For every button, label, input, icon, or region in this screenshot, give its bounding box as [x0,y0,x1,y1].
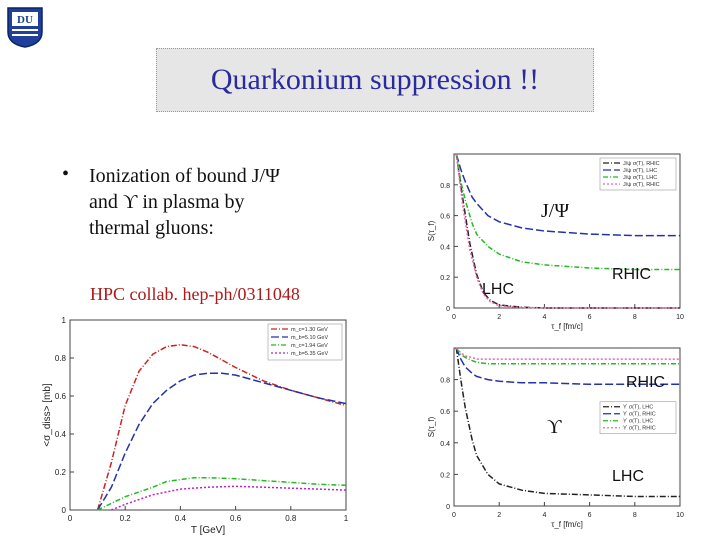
legend-box [599,401,677,435]
jpsi-survival-plot: 0 2 4 6 8 10 0 0.2 0.4 0.6 0.8 τ_f [fm/c] S(τ_f) J/ψ … [420,150,690,332]
series-line [455,347,680,386]
y-tick-label: 0.4 [55,430,67,439]
chart-svg: 0 2 4 6 8 10 0 0.2 0.4 0.6 0.8 τ_f [fm/c] S(τ_f) J/ψ … [427,153,684,331]
x-tick-label: 2 [497,314,501,321]
bullet-line: thermal gluons: [89,217,214,239]
legend-entry: J/ψ σ(T), RHIC [623,161,660,167]
y-tick-label: 0.2 [440,275,450,282]
x-axis-label: T [GeV] [191,525,225,536]
chart-svg: 0 2 4 6 8 10 0 0.2 0.4 0.6 0.8 τ_f [fm/c] S(τ_f) ϒ σ(… [427,347,684,529]
y-tick-label: 1 [62,316,67,325]
x-axis-label: τ_f [fm/c] [551,520,583,529]
x-tick-label: 4 [542,512,546,519]
y-axis-label: S(τ_f) [427,416,436,437]
x-tick-label: 10 [676,314,684,321]
jpsi-label: J/Ψ [541,200,570,222]
y-tick-label: 0 [446,504,450,511]
series-line [455,153,680,271]
y-tick-label: 0.2 [55,468,67,477]
university-logo: DU [6,6,44,48]
series-line [455,347,680,498]
bullet-line: Ionization of bound J/Ψ [89,165,280,187]
x-tick-label: 2 [497,512,501,519]
legend-entry: ϒ σ(T), RHIC [623,412,656,418]
bullet-line: and ϒ in plasma by [89,191,245,213]
x-axis-label: τ_f [fm/c] [551,322,583,331]
x-tick-label: 6 [588,314,592,321]
chart-svg: 0 0.2 0.4 0.6 0.8 1 0 0.2 0.4 0.6 0.8 1 T [GeV] <σ_di… [42,316,349,536]
y-tick-label: 0.8 [55,354,67,363]
legend-entry: m_c=1.30 GeV [291,327,328,333]
series-line [455,153,680,237]
lhc-label-top: LHC [482,281,515,298]
y-axis-label: S(τ_f) [427,220,436,241]
y-tick-label: 0.6 [440,409,450,416]
legend-entry: m_b=5.35 GeV [291,351,328,357]
x-tick-label: 0.2 [120,514,132,523]
x-tick-label: 0.8 [285,514,297,523]
bullet-text: Ionization of bound J/Ψ and ϒ in plasma … [89,163,389,241]
series-line [96,372,347,511]
slide-title: Quarkonium suppression !! [210,63,540,96]
legend-entry: m_b=5.10 GeV [291,335,328,341]
series-line [455,347,680,365]
y-tick-label: 0.4 [440,441,450,448]
citation: HPC collab. hep-ph/0311048 [90,284,300,304]
x-tick-label: 6 [588,512,592,519]
bullet-marker: • [62,163,70,185]
x-tick-label: 0 [68,514,73,523]
series-line [97,476,347,511]
legend-entry: ϒ σ(T), LHC [623,405,653,411]
y-tick-label: 0 [62,506,67,515]
lhc-label-bottom: LHC [612,468,645,485]
title-box: Quarkonium suppression !! [156,48,594,112]
x-tick-label: 0 [452,512,456,519]
x-tick-label: 0 [452,314,456,321]
legend-entry: ϒ σ(T), RHIC [623,426,656,432]
legend-entry: m_c=1.94 GeV [291,343,328,349]
upsilon-label: ϒ [547,416,562,438]
rhic-label-top: RHIC [612,266,652,283]
x-tick-label: 8 [633,314,637,321]
legend-entry: J/ψ σ(T), LHC [623,175,657,181]
series-line [455,153,680,309]
y-tick-label: 0.8 [440,183,450,190]
x-tick-label: 8 [633,512,637,519]
rhic-label-bottom: RHIC [626,374,666,391]
x-tick-label: 10 [676,512,684,519]
series-line [455,153,680,309]
y-tick-label: 0.2 [440,472,450,479]
y-tick-label: 0.8 [440,378,450,385]
legend-entry: J/ψ σ(T), LHC [623,168,657,174]
legend-box [599,157,677,191]
y-tick-label: 0 [446,306,450,313]
x-tick-label: 1 [344,514,349,523]
series-line [455,347,680,360]
legend-entry: ϒ σ(T), LHC [623,419,653,425]
x-tick-label: 0.4 [175,514,187,523]
x-tick-label: 4 [542,314,546,321]
legend-box [267,323,343,361]
y-tick-label: 0.6 [55,392,67,401]
y-tick-label: 0.4 [440,244,450,251]
logo-text: DU [17,14,33,26]
y-axis-label: <σ_diss> [mb] [42,383,53,447]
x-tick-label: 0.6 [230,514,242,523]
series-line [111,485,347,511]
legend-entry: J/ψ σ(T), RHIC [623,182,660,188]
cross-section-plot: 0 0.2 0.4 0.6 0.8 1 0 0.2 0.4 0.6 0.8 1 T [GeV] <σ_di… [40,314,352,536]
y-tick-label: 0.6 [440,214,450,221]
upsilon-survival-plot: 0 2 4 6 8 10 0 0.2 0.4 0.6 0.8 τ_f [fm/c] S(τ_f) ϒ σ(… [420,344,690,530]
